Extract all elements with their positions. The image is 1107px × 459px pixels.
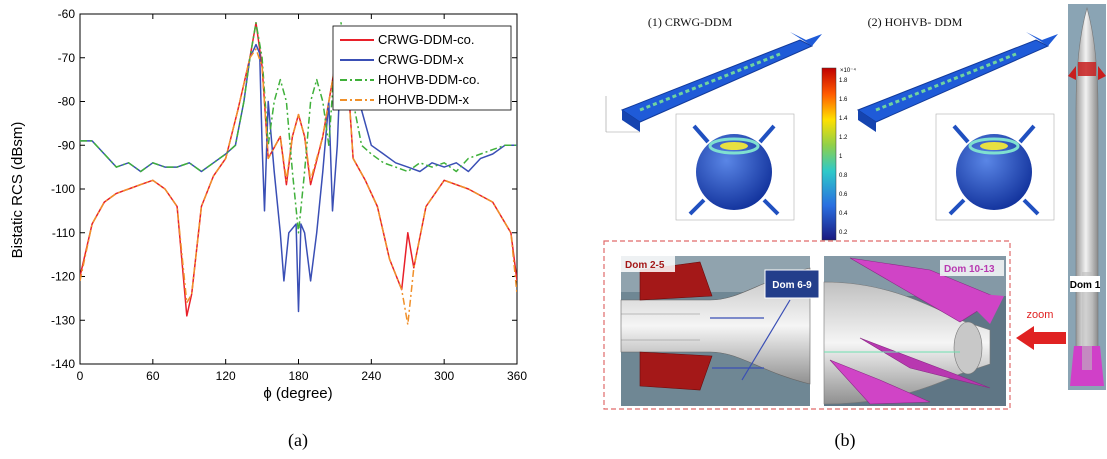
y-tick-label: -110 — [52, 226, 75, 240]
zoom-view-right: Dom 10-13 — [823, 256, 1006, 406]
x-tick-label: 120 — [216, 369, 236, 383]
colorbar-tick-label: 1.2 — [839, 135, 848, 141]
legend-label-3: HOHVB-DDM-co. — [378, 72, 480, 87]
x-tick-label: 240 — [361, 369, 381, 383]
y-tick-label: -90 — [58, 138, 76, 152]
y-axis-label: Bistatic RCS (dBsm) — [9, 122, 26, 259]
y-tick-label: -120 — [51, 270, 75, 284]
y-tick-label: -130 — [51, 313, 75, 327]
colorbar-tick-label: 1.4 — [839, 116, 848, 122]
x-axis-label: ϕ (degree) — [263, 385, 332, 402]
colorbar-tick-label: 0.2 — [839, 230, 848, 236]
y-tick-label: -140 — [51, 357, 75, 371]
y-tick-label: -60 — [58, 7, 76, 21]
zoom-label: zoom — [1027, 309, 1054, 321]
model-title-1: (1) CRWG-DDM — [648, 15, 733, 29]
caption-a: (a) — [288, 430, 308, 451]
chart-panel-a: -140 -130 -120 -110 -100 -90 -80 -70 -60 0 60 120 1… — [9, 7, 527, 451]
zoom-view-left: Dom 2-5 — [620, 256, 811, 406]
y-tick-label: -80 — [58, 95, 76, 109]
legend: CRWG-DDM-co. CRWG-DDM-x HOHVB-DDM-co. HOHVB… — [332, 25, 512, 111]
legend-label-1: CRWG-DDM-co. — [378, 32, 475, 47]
x-tick-label: 0 — [77, 369, 84, 383]
colorbar-tick-label: 1 — [839, 154, 843, 160]
colorbar: ×10⁻⁴ 1.8 1.6 1.4 1.2 1 0.8 0.6 0.4 0.2 — [821, 67, 856, 241]
missile-model-2 — [856, 32, 1058, 132]
colorbar-tick-label: 1.6 — [839, 97, 848, 103]
zoom-region — [603, 240, 1011, 410]
x-tick-label: 180 — [288, 369, 308, 383]
dom-2-5-label: Dom 2-5 — [625, 260, 665, 271]
colorbar-tick-label: 1.8 — [839, 78, 848, 84]
x-tick-label: 360 — [507, 369, 527, 383]
model-title-2: (2) HOHVB- DDM — [868, 15, 963, 29]
sphere-model-1 — [675, 113, 795, 221]
dom-10-13-label: Dom 10-13 — [944, 264, 995, 275]
colorbar-tick-label: 0.4 — [839, 211, 848, 217]
colorbar-ticks: 1.8 1.6 1.4 1.2 1 0.8 0.6 0.4 0.2 — [839, 78, 848, 236]
y-axis: -140 -130 -120 -110 -100 -90 -80 -70 -60 — [51, 7, 517, 371]
dom-1-label: Dom 1 — [1070, 280, 1101, 291]
zoom-arrow: zoom — [1016, 309, 1066, 350]
missile-model-1 — [605, 32, 822, 133]
sphere-model-2 — [935, 113, 1055, 221]
series-line-4 — [80, 48, 517, 326]
colorbar-scale: ×10⁻⁴ — [840, 67, 856, 74]
y-tick-label: -100 — [51, 182, 75, 196]
missile-side-view: Dom 1 — [1068, 4, 1106, 390]
dom-6-9-badge — [764, 269, 820, 299]
series-line-3 — [80, 22, 517, 234]
x-tick-label: 300 — [434, 369, 454, 383]
x-axis: 0 60 120 180 240 300 360 — [77, 14, 527, 383]
dom-6-9-label: Dom 6-9 — [772, 280, 812, 291]
illustration-panel-b: (1) CRWG-DDM (2) HOHVB- DDM ×10⁻⁴ 1.8 — [603, 4, 1106, 451]
legend-label-4: HOHVB-DDM-x — [378, 92, 469, 107]
series-lines — [80, 22, 517, 326]
x-tick-label: 60 — [146, 369, 160, 383]
caption-b: (b) — [835, 430, 856, 451]
legend-label-2: CRWG-DDM-x — [378, 52, 464, 67]
colorbar-tick-label: 0.6 — [839, 192, 848, 198]
colorbar-tick-label: 0.8 — [839, 173, 848, 179]
y-tick-label: -70 — [58, 51, 76, 65]
